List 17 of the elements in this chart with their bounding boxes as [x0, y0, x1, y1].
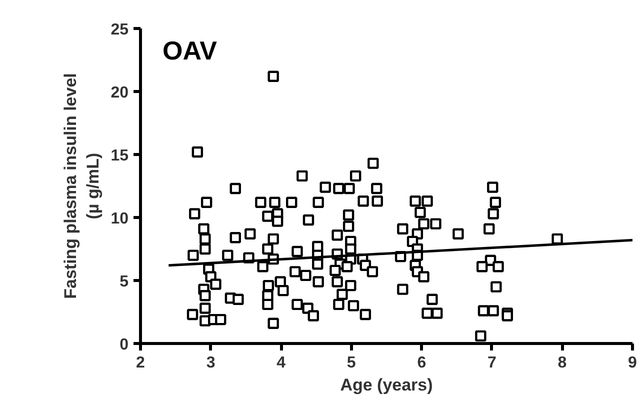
x-tick-label: 6 — [417, 354, 426, 372]
y-tick-label: 5 — [120, 274, 129, 290]
y-tick-label: 0 — [120, 336, 129, 354]
x-tick-label: 5 — [346, 354, 356, 372]
x-tick-label: 4 — [276, 354, 286, 372]
x-tick-label: 9 — [628, 354, 638, 372]
x-tick-label: 3 — [206, 354, 216, 372]
x-axis-title: Age (years) — [340, 376, 433, 394]
x-tick-label: 2 — [136, 354, 146, 372]
y-tick-label: 10 — [110, 210, 129, 228]
x-tick-label: 8 — [558, 354, 567, 372]
y-tick-label: 25 — [110, 22, 129, 38]
x-tick-label: 7 — [487, 354, 496, 372]
y-tick-label: 20 — [110, 84, 129, 102]
y-axis-title: Fasting plasma insulin level (µ g/mL) — [60, 73, 103, 299]
chart-title: OAV — [162, 36, 218, 66]
y-tick-label: 15 — [110, 148, 129, 164]
